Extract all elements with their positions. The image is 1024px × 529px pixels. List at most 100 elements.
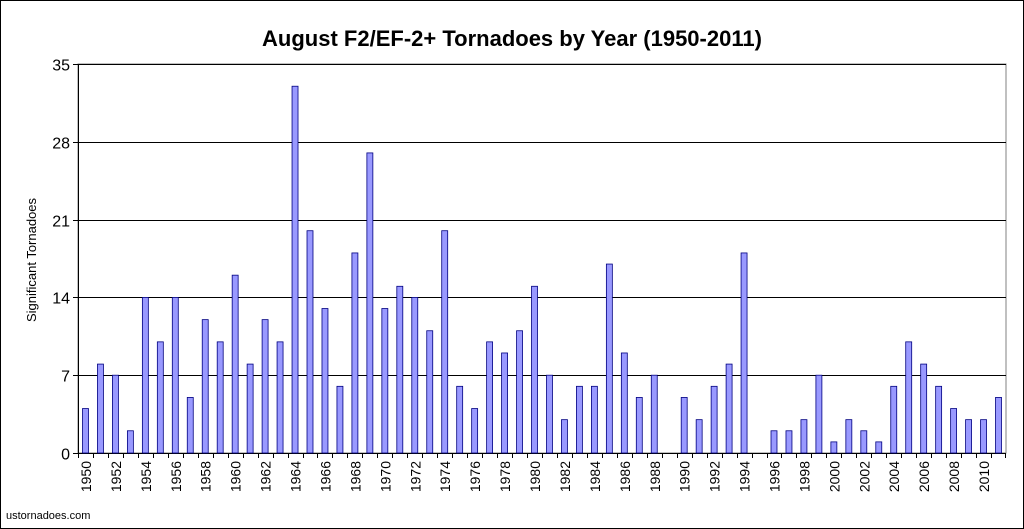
bar bbox=[516, 330, 523, 454]
bar bbox=[291, 85, 299, 454]
x-tick-label: 1988 bbox=[647, 461, 663, 492]
bar bbox=[785, 430, 793, 454]
x-tick-label: 1964 bbox=[288, 461, 304, 492]
x-tick-label: 1958 bbox=[198, 461, 214, 492]
bar bbox=[965, 419, 972, 454]
source-credit: ustornadoes.com bbox=[6, 510, 91, 522]
x-tick-label: 1986 bbox=[617, 461, 633, 492]
bar bbox=[576, 385, 583, 454]
x-tick-label: 1982 bbox=[557, 461, 573, 492]
plot-area: 0 7 14 21 28 35 1950 1952 1954 1956 1958 1960 1962 19… bbox=[52, 58, 1007, 492]
x-tick-label: 1962 bbox=[258, 461, 274, 492]
bar bbox=[546, 374, 553, 454]
y-tick-label: 14 bbox=[52, 291, 70, 308]
bar bbox=[980, 419, 987, 454]
bar bbox=[905, 341, 913, 454]
bar bbox=[650, 374, 658, 454]
y-tick-label: 21 bbox=[52, 214, 70, 231]
bar bbox=[112, 374, 119, 454]
bar bbox=[815, 374, 823, 454]
bar bbox=[710, 385, 718, 454]
x-tick-label: 1966 bbox=[317, 461, 333, 492]
bar bbox=[471, 408, 479, 454]
x-tick-label: 1970 bbox=[377, 461, 393, 492]
bar bbox=[171, 296, 179, 454]
chart-title: August F2/EF-2+ Tornadoes by Year (1950-… bbox=[262, 26, 762, 51]
bar bbox=[351, 252, 359, 454]
x-tick-label: 1956 bbox=[168, 461, 184, 492]
x-tick-label: 1990 bbox=[677, 461, 693, 492]
x-tick-label: 1954 bbox=[138, 461, 154, 492]
bar bbox=[186, 397, 194, 454]
bar bbox=[501, 352, 508, 454]
bar bbox=[845, 419, 853, 454]
bar bbox=[97, 363, 104, 454]
bar bbox=[366, 152, 374, 454]
bar bbox=[635, 397, 643, 454]
y-tick-label: 7 bbox=[61, 369, 70, 386]
bar bbox=[381, 308, 389, 454]
bar bbox=[231, 274, 239, 454]
bar bbox=[306, 230, 314, 454]
bar bbox=[396, 285, 404, 454]
bar bbox=[336, 385, 344, 454]
bar bbox=[486, 341, 494, 454]
bar bbox=[725, 363, 733, 454]
bar bbox=[770, 430, 778, 454]
x-tick-label: 1980 bbox=[527, 461, 543, 492]
x-tick-label: 1976 bbox=[467, 461, 483, 492]
bar bbox=[321, 308, 329, 454]
bar bbox=[246, 363, 254, 454]
bar bbox=[141, 296, 149, 454]
bar bbox=[920, 363, 928, 454]
bar bbox=[890, 385, 898, 454]
x-tick-label: 2002 bbox=[856, 461, 872, 492]
x-tick-label: 2000 bbox=[826, 461, 842, 492]
bar bbox=[860, 430, 868, 454]
bar bbox=[680, 397, 688, 454]
x-tick-label: 1992 bbox=[707, 461, 723, 492]
x-tick-label: 2006 bbox=[916, 461, 932, 492]
x-tick-label: 1972 bbox=[407, 461, 423, 492]
x-tick-label: 2008 bbox=[946, 461, 962, 492]
bar bbox=[276, 341, 284, 454]
bar bbox=[411, 296, 419, 454]
x-tick-label: 2004 bbox=[886, 461, 902, 492]
x-tick-label: 1974 bbox=[437, 461, 453, 492]
x-tick-label: 1998 bbox=[796, 461, 812, 492]
y-axis-label: Significant Tornadoes bbox=[24, 197, 39, 322]
y-tick-label: 28 bbox=[52, 136, 70, 153]
bar bbox=[441, 230, 449, 454]
bar bbox=[830, 441, 838, 454]
bar bbox=[875, 441, 883, 454]
bar bbox=[995, 397, 1002, 454]
bar bbox=[620, 352, 628, 454]
y-tick-label: 35 bbox=[52, 58, 70, 75]
x-tick-label: 1978 bbox=[497, 461, 513, 492]
y-tick-label: 0 bbox=[61, 447, 70, 464]
x-tick-label: 2010 bbox=[976, 461, 992, 492]
x-tick-label: 1984 bbox=[587, 461, 603, 492]
bar bbox=[426, 330, 434, 454]
bar bbox=[82, 408, 89, 454]
bar bbox=[261, 319, 269, 454]
bar bbox=[561, 419, 568, 454]
bar bbox=[590, 385, 598, 454]
bar bbox=[740, 252, 748, 454]
bar bbox=[800, 419, 808, 454]
bar bbox=[935, 385, 943, 454]
x-tick-label: 1960 bbox=[228, 461, 244, 492]
bar bbox=[216, 341, 224, 454]
bar bbox=[605, 263, 613, 454]
x-tick-label: 1952 bbox=[108, 461, 124, 492]
bar bbox=[456, 385, 464, 454]
x-tick-label: 1994 bbox=[737, 461, 753, 492]
bar bbox=[695, 419, 703, 454]
x-tick-label: 1950 bbox=[78, 461, 94, 492]
bar bbox=[201, 319, 209, 454]
bar bbox=[531, 285, 538, 454]
x-tick-label: 1996 bbox=[767, 461, 783, 492]
bar bbox=[156, 341, 164, 454]
x-tick-label: 1968 bbox=[347, 461, 363, 492]
